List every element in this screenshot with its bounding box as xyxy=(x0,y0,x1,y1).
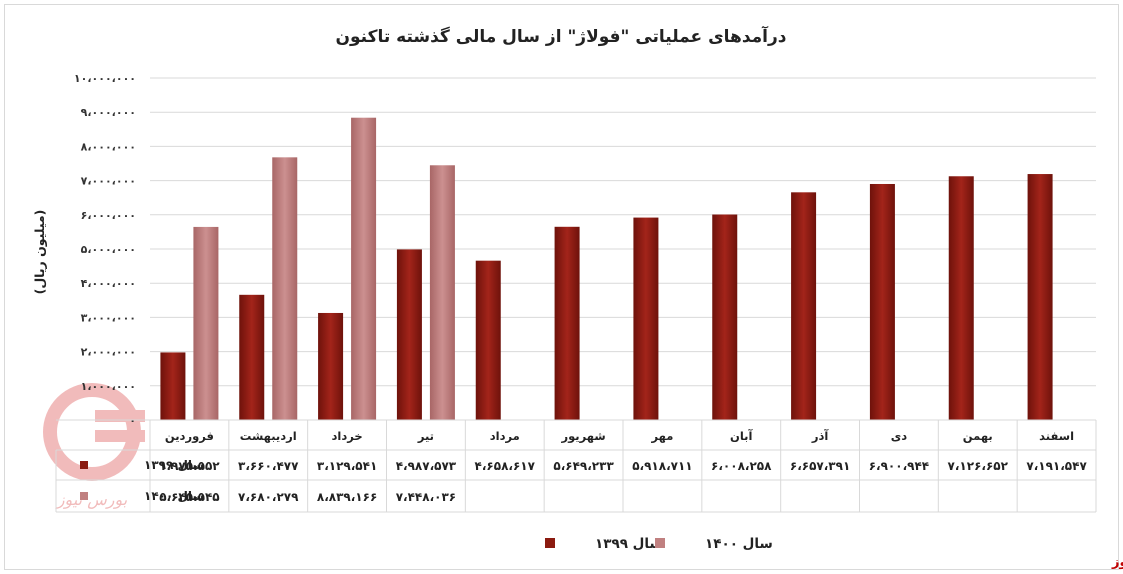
y-tick-label: ۱۰،۰۰۰،۰۰۰ xyxy=(74,72,136,85)
chart-title: درآمدهای عملیاتی "فولاژ" از سال مالی گذش… xyxy=(335,25,786,47)
table-legend-key xyxy=(80,461,88,469)
legend-swatch xyxy=(545,538,555,548)
data-label: ۵،۶۴۵،۵۴۵ xyxy=(159,490,219,504)
legend-label: سال ۱۳۹۹ xyxy=(595,536,663,552)
bar-1399-9 xyxy=(791,192,817,420)
bar-1399-12 xyxy=(1027,174,1053,420)
x-tick-label: شهریور xyxy=(560,429,605,444)
bar-1399-3 xyxy=(318,312,344,420)
data-label: ۷،۱۲۶،۶۵۲ xyxy=(948,459,1009,473)
y-tick-label: ۷،۰۰۰،۰۰۰ xyxy=(81,175,136,188)
bar-1399-2 xyxy=(239,294,265,420)
x-tick-label: مرداد xyxy=(490,429,520,443)
data-label: ۷،۶۸۰،۲۷۹ xyxy=(238,490,299,504)
data-label: ۶،۰۰۸،۲۵۸ xyxy=(711,459,772,473)
bar-1399-8 xyxy=(712,214,738,420)
data-label: ۶،۹۰۰،۹۴۴ xyxy=(869,459,929,473)
bar-1399-7 xyxy=(633,217,659,420)
x-tick-label: بهمن xyxy=(963,429,993,443)
chart-frame xyxy=(4,4,1119,570)
legend-label: سال ۱۴۰۰ xyxy=(705,536,773,552)
data-label: ۷،۴۴۸،۰۳۶ xyxy=(396,490,456,504)
data-label: ۴،۹۸۷،۵۷۳ xyxy=(396,459,457,473)
y-tick-label: ۹،۰۰۰،۰۰۰ xyxy=(81,106,136,119)
data-label: ۴،۶۵۸،۶۱۷ xyxy=(475,459,536,473)
legend-swatch xyxy=(655,538,665,548)
y-tick-label: ۸،۰۰۰،۰۰۰ xyxy=(81,140,136,153)
data-label: ۸،۸۳۹،۱۶۶ xyxy=(317,490,377,504)
gridlines xyxy=(150,77,1096,421)
y-tick-label: ۵،۰۰۰،۰۰۰ xyxy=(81,243,136,256)
bar-1400-4 xyxy=(429,165,455,420)
bar-1399-5 xyxy=(475,260,501,420)
data-label: ۳،۱۲۹،۵۴۱ xyxy=(317,459,377,473)
x-tick-label: خرداد xyxy=(331,429,362,443)
data-label: ۷،۱۹۱،۵۴۷ xyxy=(1026,459,1087,473)
y-tick-label: ۱،۰۰۰،۰۰۰ xyxy=(81,380,136,393)
y-tick-label: ۳،۰۰۰،۰۰۰ xyxy=(81,311,136,324)
bar-1400-2 xyxy=(272,157,298,420)
data-label: ۵،۹۱۸،۷۱۱ xyxy=(632,459,692,473)
bar-1400-3 xyxy=(351,117,377,420)
x-tick-label: اسفند xyxy=(1039,429,1074,443)
y-axis-label: (میلیون ریال) xyxy=(32,210,47,295)
table-series-name: سال ۱۳۹۹ xyxy=(144,458,204,472)
legend: سال ۱۳۹۹ سال ۱۴۰۰ xyxy=(545,536,773,552)
y-tick-label: ۴،۰۰۰،۰۰۰ xyxy=(81,277,136,290)
watermark-text: بورس نیوز xyxy=(55,490,128,509)
bar-1400-1 xyxy=(193,226,219,420)
watermark-logo: بورس نیوز xyxy=(43,383,145,509)
bar-1399-10 xyxy=(869,183,895,420)
x-tick-label: مهر xyxy=(650,429,673,443)
source-label: بورس نیوز xyxy=(1111,555,1123,570)
table-series-name: سال ۱۴۰۰ xyxy=(144,489,204,503)
bars xyxy=(160,117,1053,420)
x-tick-label: تیر xyxy=(417,429,434,443)
y-tick-label: ۲،۰۰۰،۰۰۰ xyxy=(81,346,136,359)
x-tick-label: دی xyxy=(891,429,908,443)
bar-1399-11 xyxy=(948,176,974,420)
bar-1399-1 xyxy=(160,352,186,420)
bar-1399-6 xyxy=(554,226,580,420)
x-tick-label: فروردین xyxy=(165,429,214,444)
y-axis-ticks: ۰۱،۰۰۰،۰۰۰۲،۰۰۰،۰۰۰۳،۰۰۰،۰۰۰۴،۰۰۰،۰۰۰۵،۰… xyxy=(74,72,136,427)
y-tick-label: ۶،۰۰۰،۰۰۰ xyxy=(81,209,136,222)
table-legend-key xyxy=(80,492,88,500)
x-tick-label: آذر xyxy=(811,429,830,443)
data-table: فروردین ۱،۹۷۵،۵۵۲ ۵،۶۴۵،۵۴۵ اردیبهشت ۳،۶۶۰،۴… xyxy=(55,419,1097,513)
bar-1399-4 xyxy=(396,249,422,420)
x-tick-label: اردیبهشت xyxy=(240,429,297,443)
data-label: ۵،۶۴۹،۲۳۳ xyxy=(553,459,614,473)
data-label: ۳،۶۶۰،۴۷۷ xyxy=(238,459,299,473)
data-label: ۶،۶۵۷،۳۹۱ xyxy=(790,459,850,473)
data-label: ۱،۹۷۵،۵۵۲ xyxy=(159,459,220,473)
x-tick-label: آبان xyxy=(730,429,753,443)
